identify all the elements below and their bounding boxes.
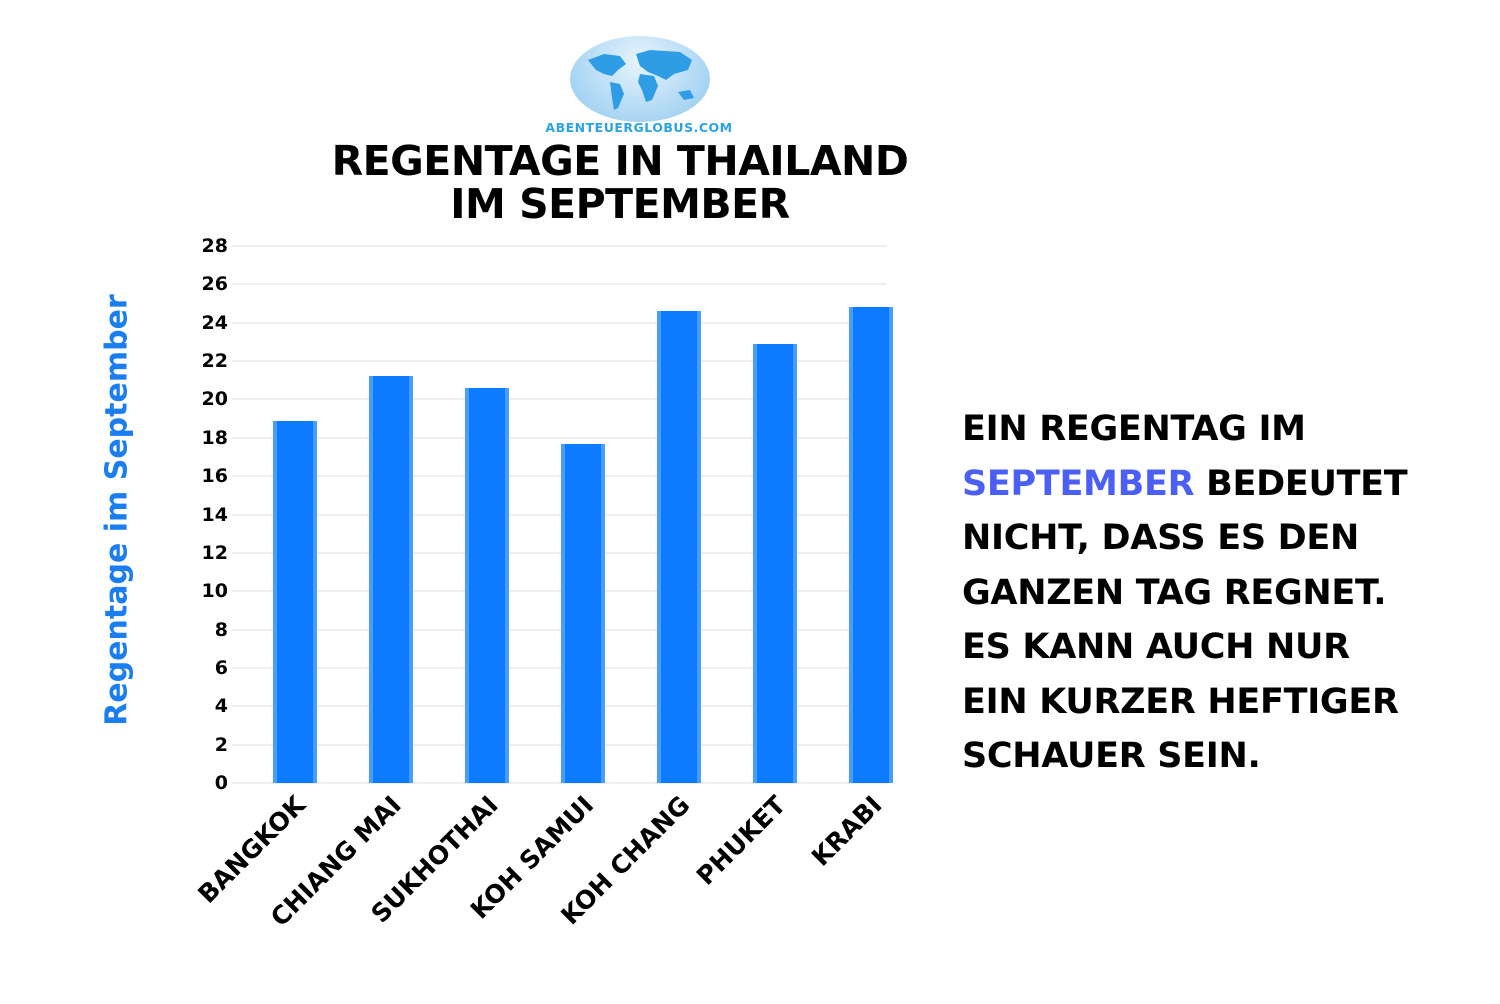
- grid-line: [232, 436, 887, 439]
- bar-koh-samui: [561, 443, 605, 783]
- note-line: NICHT, DASS ES DEN: [962, 518, 1359, 558]
- note-line: EIN KURZER HEFTIGER: [962, 681, 1399, 722]
- bar-phuket: [753, 343, 797, 783]
- y-tick-label: 12: [201, 541, 228, 564]
- grid-line: [232, 628, 887, 631]
- y-tick-label: 14: [201, 503, 228, 526]
- grid-line: [232, 321, 887, 324]
- world-map-globe-icon: [570, 36, 710, 122]
- grid-line: [232, 666, 887, 669]
- grid-line: [232, 245, 887, 247]
- logo: [566, 36, 712, 124]
- y-tick-label: 2: [214, 733, 228, 756]
- note-line: ES KANN AUCH NUR: [962, 627, 1350, 667]
- grid-line: [232, 782, 887, 784]
- bar-sukhothai: [465, 387, 509, 783]
- bar-koh-chang: [657, 311, 701, 783]
- y-tick-label: 8: [214, 618, 228, 641]
- y-tick-label: 18: [201, 426, 228, 449]
- plot-area: [232, 245, 893, 784]
- info-note: EIN REGENTAG IM SEPTEMBER BEDEUTET NICHT…: [962, 402, 1482, 784]
- y-tick-label: 24: [201, 311, 228, 334]
- grid-line: [232, 743, 887, 746]
- y-tick-label: 4: [214, 695, 228, 718]
- chart-title-line-1: REGENTAGE IN THAILAND: [331, 137, 909, 185]
- x-tick-label: PHUKET: [690, 789, 792, 891]
- chart-title-line-2: IM SEPTEMBER: [450, 180, 790, 228]
- y-tick-label: 26: [201, 273, 228, 296]
- grid-line: [232, 475, 887, 478]
- note-line: EIN REGENTAG IM: [962, 409, 1306, 449]
- grid-line: [232, 590, 887, 593]
- y-axis-label: Regentage im September: [99, 294, 135, 726]
- note-line: GANZEN TAG REGNET.: [962, 572, 1387, 613]
- grid-line: [232, 283, 887, 286]
- y-tick-label: 6: [214, 656, 228, 679]
- bar-chiang-mai: [369, 376, 413, 783]
- y-tick-label: 10: [201, 580, 228, 603]
- note-highlight: SEPTEMBER: [962, 463, 1195, 504]
- bar-bangkok: [273, 420, 317, 783]
- y-tick-label: 20: [201, 388, 228, 411]
- grid-line: [232, 398, 887, 401]
- chart-title: REGENTAGE IN THAILAND IM SEPTEMBER: [280, 140, 960, 226]
- logo-text: ABENTEUERGLOBUS.COM: [545, 120, 733, 135]
- x-tick-label: KRABI: [806, 789, 888, 872]
- note-line: SCHAUER SEIN.: [962, 736, 1261, 776]
- grid-line: [232, 551, 887, 554]
- y-tick-label: 22: [201, 350, 228, 373]
- grid-line: [232, 705, 887, 708]
- y-tick-label: 28: [201, 235, 228, 257]
- y-tick-label: 0: [214, 772, 228, 794]
- grid-line: [232, 513, 887, 516]
- bar-krabi: [849, 307, 893, 783]
- note-line: SEPTEMBER BEDEUTET: [962, 463, 1408, 504]
- grid-line: [232, 360, 887, 363]
- y-tick-label: 16: [201, 465, 228, 488]
